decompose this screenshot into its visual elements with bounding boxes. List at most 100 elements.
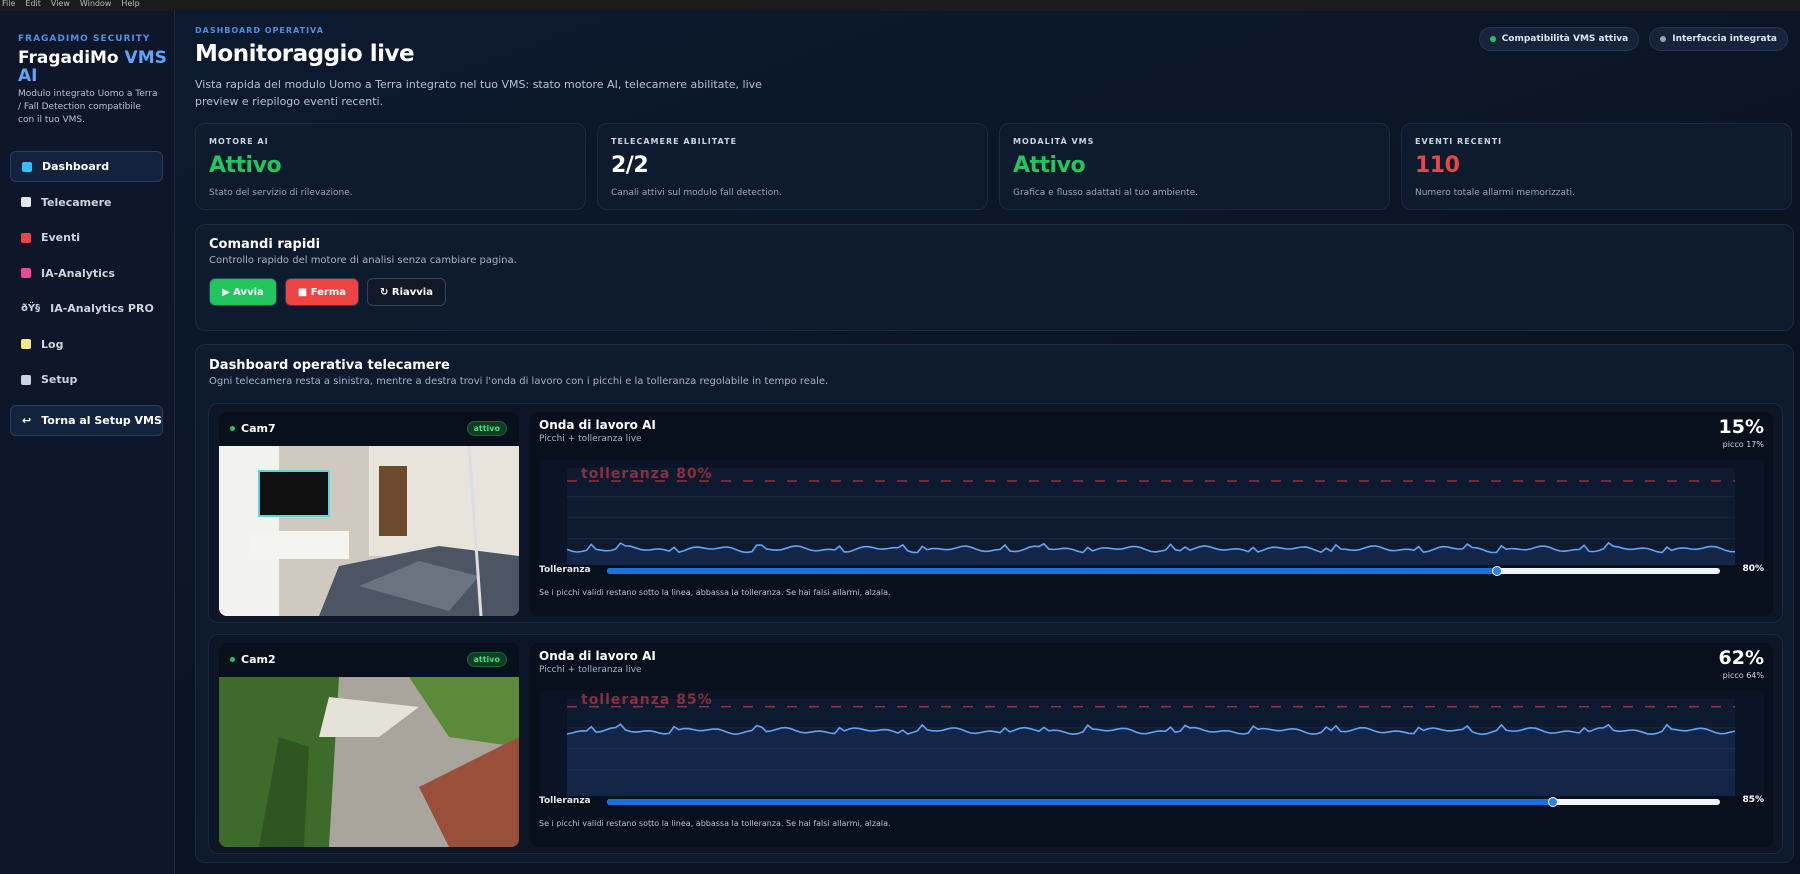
level-value: 62% bbox=[1718, 647, 1764, 669]
slider-thumb[interactable] bbox=[1548, 797, 1559, 807]
nav-item[interactable]: Telecamere bbox=[10, 187, 163, 218]
status-pill: Interfaccia integrata bbox=[1649, 27, 1788, 51]
camera-name: Cam2 bbox=[241, 653, 276, 666]
plot-area bbox=[567, 468, 1735, 565]
nav-icon: ðŸ§ bbox=[21, 303, 41, 314]
main: DASHBOARD OPERATIVA Monitoraggio live Vi… bbox=[175, 11, 1800, 874]
menu-bar: File Edit View Window Help bbox=[0, 0, 1800, 11]
quick-button[interactable]: ↻ Riavvia bbox=[367, 278, 446, 306]
wave-panel: Onda di lavoro AI Picchi + tolleranza liv… bbox=[530, 643, 1773, 847]
header-title: Monitoraggio live bbox=[195, 41, 415, 67]
nav-label: Log bbox=[41, 337, 64, 351]
slider-track[interactable] bbox=[607, 566, 1720, 576]
nav-icon bbox=[21, 268, 31, 278]
sidebar: FRAGADIMO SECURITY FragadiMo VMS AI Modu… bbox=[0, 11, 175, 874]
nav-item[interactable]: Setup bbox=[10, 364, 163, 395]
nav-icon bbox=[21, 232, 31, 243]
brand-name: FragadiMo VMS AI bbox=[18, 49, 168, 85]
menu-item[interactable]: View bbox=[50, 0, 70, 8]
status-dot bbox=[230, 657, 235, 662]
wave-area bbox=[567, 724, 1735, 796]
quick-title: Comandi rapidi bbox=[209, 237, 321, 252]
nav-item[interactable]: Eventi bbox=[10, 222, 163, 253]
nav-icon bbox=[21, 197, 31, 207]
level-value: 15% bbox=[1718, 416, 1764, 438]
wave-line bbox=[566, 541, 1736, 554]
header-kicker: DASHBOARD OPERATIVA bbox=[195, 26, 324, 35]
slider-value: 80% bbox=[1742, 564, 1764, 574]
preview-shape bbox=[259, 737, 309, 847]
preview-shape bbox=[379, 466, 407, 536]
wave-line bbox=[566, 723, 1736, 736]
nav-item[interactable]: IA-Analytics bbox=[10, 258, 163, 289]
camera-preview bbox=[219, 446, 519, 616]
preview-shape bbox=[359, 561, 479, 611]
slider-hint: Se i picchi validi restano sotto la line… bbox=[539, 588, 891, 597]
menu-item[interactable]: Window bbox=[79, 0, 112, 8]
quick-button[interactable]: ▶ Avvia bbox=[209, 278, 277, 306]
plot-area bbox=[567, 699, 1735, 796]
back-button[interactable]: ↩ Torna al Setup VMS bbox=[10, 405, 163, 436]
brand: FragadiMo bbox=[18, 48, 119, 68]
wave-subtitle: Picchi + tolleranza live bbox=[539, 665, 642, 675]
cameras-panel: Dashboard operativa telecamere Ogni tele… bbox=[195, 344, 1794, 863]
nav-item[interactable]: Dashboard bbox=[10, 151, 163, 182]
tolerance-tag: tolleranza 80% bbox=[581, 466, 713, 482]
camera-row: Cam2 attivo Onda di lavoro AI Picchi + toll… bbox=[208, 634, 1783, 854]
header-description: Vista rapida del modulo Uomo a Terra int… bbox=[195, 78, 762, 108]
stat-card: MOTORE AI Attivo Stato del servizio di ril… bbox=[195, 123, 586, 210]
slider-label: Tolleranza bbox=[539, 565, 591, 575]
stat-card: EVENTI RECENTI 110 Numero totale allarmi m… bbox=[1401, 123, 1792, 210]
menu-item[interactable]: Edit bbox=[25, 0, 41, 8]
stat-card: TELECAMERE ABILITATE 2/2 Canali attivi sul… bbox=[597, 123, 988, 210]
slider-thumb[interactable] bbox=[1492, 566, 1503, 576]
preview-shape bbox=[409, 677, 519, 747]
quick-subtitle: Controllo rapido del motore di analisi s… bbox=[209, 255, 517, 266]
preview-shape bbox=[319, 697, 419, 737]
stat-card: MODALITÀ VMS Attivo Grafica e flusso adatt… bbox=[999, 123, 1390, 210]
menu-item[interactable]: File bbox=[2, 0, 16, 8]
stat-note: Numero totale allarmi memorizzati. bbox=[1415, 188, 1575, 198]
wave-title: Onda di lavoro AI bbox=[539, 649, 656, 663]
status-pill: Compatibilità VMS attiva bbox=[1478, 27, 1640, 51]
pills: Compatibilità VMS attiva Interfaccia inte… bbox=[1478, 27, 1788, 51]
slider-fill bbox=[607, 799, 1554, 805]
quick-button[interactable]: ■ Ferma bbox=[284, 278, 360, 306]
nav-label: IA-Analytics bbox=[41, 266, 115, 280]
peak-value: picco 17% bbox=[1722, 440, 1764, 449]
stat-note: Stato del servizio di rilevazione. bbox=[209, 188, 353, 198]
camera-name: Cam7 bbox=[241, 422, 276, 435]
nav-icon bbox=[22, 161, 32, 172]
brand-kicker: FRAGADIMO SECURITY bbox=[18, 34, 151, 44]
slider-track[interactable] bbox=[607, 797, 1720, 807]
stat-label: MODALITÀ VMS bbox=[1013, 137, 1095, 146]
stat-value: 2/2 bbox=[611, 153, 649, 178]
nav-label: Dashboard bbox=[42, 160, 110, 173]
nav-label: Telecamere bbox=[41, 195, 112, 209]
preview-shape bbox=[258, 470, 330, 517]
stat-label: TELECAMERE ABILITATE bbox=[611, 137, 738, 146]
pill-dot bbox=[1660, 36, 1667, 42]
camera-status: attivo bbox=[466, 652, 507, 667]
preview-shape bbox=[467, 446, 483, 616]
nav-item[interactable]: ðŸ§ IA-Analytics PRO bbox=[10, 293, 163, 324]
tolerance-tag: tolleranza 85% bbox=[581, 692, 713, 708]
pill-dot bbox=[1489, 36, 1496, 42]
stat-label: MOTORE AI bbox=[209, 137, 269, 146]
stat-value: Attivo bbox=[1013, 153, 1086, 178]
slider-label: Tolleranza bbox=[539, 796, 591, 806]
wave-subtitle: Picchi + tolleranza live bbox=[539, 434, 642, 444]
camera-row: Cam7 attivo Onda di lavoro AI Picchi + toll… bbox=[208, 403, 1783, 623]
camera-status: attivo bbox=[466, 421, 507, 436]
stat-note: Canali attivi sul modulo fall detection. bbox=[611, 188, 782, 198]
nav-item[interactable]: Log bbox=[10, 329, 163, 360]
brand-accent: VMS AI bbox=[18, 48, 167, 86]
pill-label: Compatibilità VMS attiva bbox=[1501, 34, 1629, 44]
pill-label: Interfaccia integrata bbox=[1672, 34, 1777, 44]
brand-description: Modulo integrato Uomo a Terra / Fall Det… bbox=[18, 89, 158, 125]
cameras-title: Dashboard operativa telecamere bbox=[209, 358, 450, 373]
slider-fill bbox=[607, 568, 1498, 574]
menu-item[interactable]: Help bbox=[121, 0, 140, 8]
nav-label: Setup bbox=[41, 373, 78, 386]
